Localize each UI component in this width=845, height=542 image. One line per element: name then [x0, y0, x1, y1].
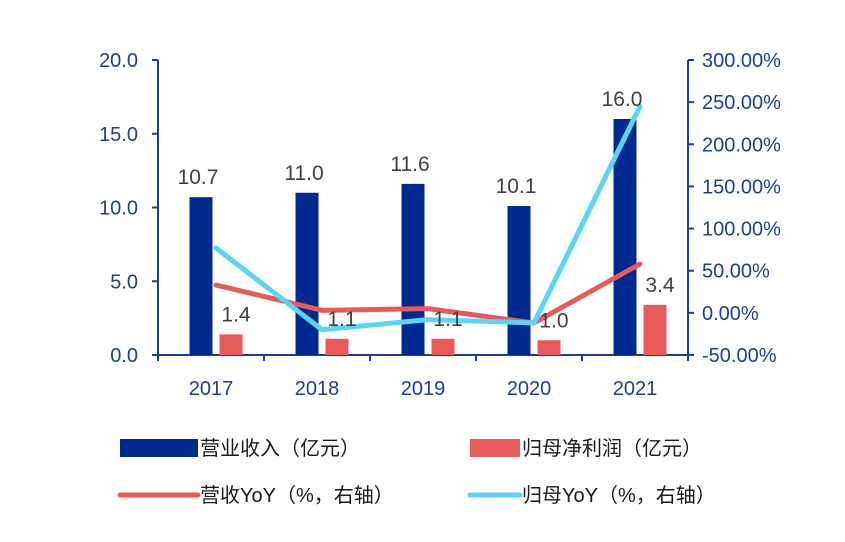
net-profit-bar — [219, 334, 243, 355]
net-profit-bar — [325, 338, 349, 355]
net-profit-bar — [431, 338, 455, 355]
legend-item-net-profit-yoy-label: 归母YoY（%，右轴） — [522, 484, 716, 507]
x-tick-label: 2020 — [507, 378, 552, 400]
revenue-data-label: 10.1 — [496, 175, 537, 198]
right-tick-label: 250.00% — [702, 92, 781, 114]
net-profit-data-label: 1.4 — [221, 303, 251, 326]
right-tick-label: 300.00% — [702, 50, 781, 72]
legend-item-revenue-yoy-label: 营收YoY（%，右轴） — [200, 484, 394, 507]
net-profit-data-label: 1.1 — [327, 308, 356, 331]
legend-item-revenue-label: 营业收入（亿元） — [200, 437, 360, 460]
net-profit-data-label: 1.1 — [433, 308, 462, 331]
net-profit-bar — [643, 304, 667, 355]
x-tick-label: 2017 — [189, 378, 234, 400]
revenue-bar — [295, 192, 319, 355]
revenue-data-label: 11.0 — [284, 162, 323, 185]
left-tick-label: 5.0 — [110, 271, 138, 293]
revenue-data-label: 10.7 — [178, 166, 219, 189]
revenue-data-label: 16.0 — [602, 88, 643, 111]
revenue-bar — [507, 206, 531, 355]
legend-item-net-profit-swatch — [470, 439, 520, 457]
revenue-data-label: 11.6 — [390, 153, 429, 176]
right-tick-label: 150.00% — [702, 176, 781, 198]
net-profit-data-label: 3.4 — [645, 274, 675, 297]
x-tick-label: 2021 — [613, 378, 658, 400]
right-tick-label: -50.00% — [702, 345, 777, 367]
x-tick-label: 2019 — [401, 378, 446, 400]
left-tick-label: 0.0 — [110, 345, 138, 367]
revenue-bar — [613, 119, 637, 355]
revenue-bar — [401, 183, 425, 355]
legend-item-net-profit-label: 归母净利润（亿元） — [522, 437, 702, 460]
right-tick-label: 200.00% — [702, 134, 781, 156]
net-profit-yoy-line — [213, 103, 643, 333]
right-tick-label: 50.00% — [702, 261, 770, 283]
net-profit-data-label: 1.0 — [539, 309, 568, 332]
x-tick-label: 2018 — [295, 378, 340, 400]
right-tick-label: 0.00% — [702, 303, 759, 325]
net-profit-bar — [537, 340, 561, 355]
left-tick-label: 15.0 — [99, 124, 138, 146]
right-tick-label: 100.00% — [702, 219, 781, 241]
left-tick-label: 10.0 — [99, 198, 138, 220]
revenue-bar — [189, 197, 213, 355]
legend-item-revenue-swatch — [120, 439, 198, 457]
left-tick-label: 20.0 — [99, 50, 138, 72]
revenue-yoy-line — [213, 261, 643, 326]
